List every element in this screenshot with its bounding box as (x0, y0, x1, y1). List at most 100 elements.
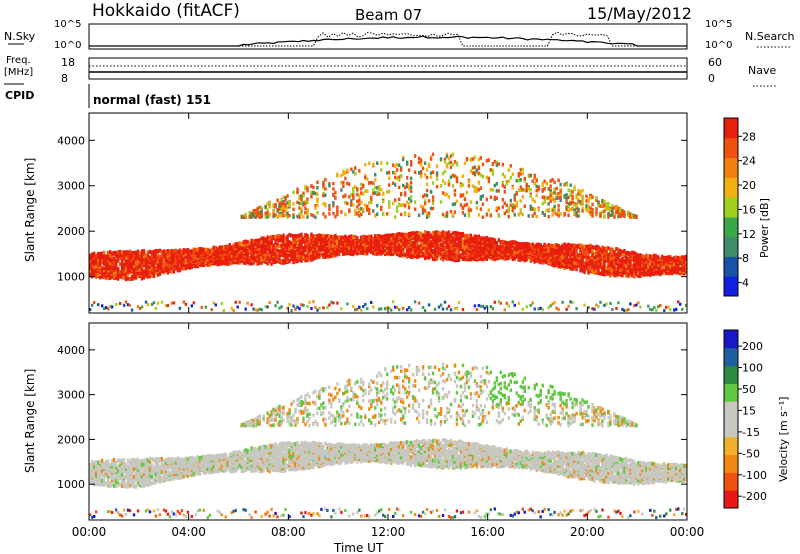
echo-cell (423, 232, 427, 237)
echo-cell (509, 203, 512, 208)
echo-cell (483, 236, 487, 241)
echo-cell (453, 188, 457, 193)
echo-cell (403, 238, 407, 243)
echo-cell (641, 254, 644, 259)
echo-cell (288, 258, 291, 263)
echo-cell (366, 307, 369, 311)
echo-cell (433, 230, 437, 235)
echo-cell (455, 242, 459, 247)
echo-cell (391, 251, 395, 256)
echo-cell (415, 230, 419, 235)
echo-cell (186, 247, 190, 252)
echo-cell (451, 249, 455, 254)
echo-cell (122, 275, 126, 280)
echo-cell (318, 235, 321, 240)
echo-cell (587, 262, 590, 267)
echo-cell (258, 205, 261, 210)
echo-cell (617, 254, 620, 259)
echo-cell (160, 249, 164, 254)
echo-cell (667, 270, 670, 275)
echo-cell (266, 241, 269, 246)
echo-cell (316, 308, 319, 312)
echo-cell (577, 253, 580, 258)
echo-cell (395, 242, 399, 247)
echo-cell (645, 271, 648, 276)
echo-cell (114, 261, 118, 266)
echo-cell (465, 242, 469, 247)
echo-cell (467, 180, 471, 184)
colorbar-swatch (724, 157, 738, 178)
echo-cell (368, 237, 371, 242)
echo-cell (437, 305, 441, 309)
echo-cell (627, 265, 630, 270)
echo-cell (665, 262, 668, 267)
echo-cell (358, 202, 361, 207)
echo-cell (607, 246, 610, 251)
echo-cell (397, 185, 401, 190)
echo-cell (89, 273, 92, 278)
echo-cell (591, 248, 594, 253)
echo-cell (419, 240, 423, 245)
echo-cell (421, 246, 425, 251)
echo-cell (661, 254, 664, 259)
echo-cell (403, 252, 407, 257)
echo-cell (479, 156, 483, 160)
echo-cell (128, 264, 132, 269)
echo-cell (401, 248, 405, 253)
echo-cell (447, 182, 451, 187)
echo-cell (128, 254, 132, 259)
echo-cell (146, 260, 150, 265)
echo-cell (172, 248, 176, 253)
echo-cell (206, 253, 209, 258)
echo-cell (208, 263, 211, 268)
echo-cell (372, 181, 375, 186)
echo-cell (170, 249, 174, 254)
echo-cell (316, 237, 319, 242)
echo-cell (156, 253, 160, 258)
echo-cell (276, 256, 279, 261)
echo-cell (467, 234, 471, 239)
echo-cell (515, 204, 518, 208)
echo-cell (382, 211, 385, 216)
echo-cell (565, 207, 568, 212)
echo-cell (158, 248, 162, 253)
echo-cell (290, 251, 293, 256)
echo-cell (629, 251, 632, 256)
echo-cell (405, 308, 409, 312)
echo-cell (445, 192, 449, 197)
echo-cell (304, 243, 307, 248)
echo-cell (423, 208, 427, 213)
echo-cell (437, 238, 441, 243)
echo-cell (567, 213, 570, 218)
echo-cell (519, 188, 522, 193)
echo-cell (607, 201, 610, 206)
echo-cell (330, 242, 333, 247)
echo-cell (395, 168, 399, 172)
echo-cell (421, 207, 425, 212)
echo-cell (144, 263, 148, 268)
echo-cell (581, 261, 584, 266)
echo-cell (611, 204, 614, 208)
echo-cell (190, 265, 194, 270)
echo-cell (479, 196, 483, 201)
echo-cell (413, 200, 417, 204)
echo-cell (393, 245, 397, 250)
echo-cell (615, 261, 618, 266)
echo-cell (537, 187, 540, 192)
echo-cell (268, 259, 271, 264)
echo-cell (485, 243, 489, 248)
echo-cell (461, 232, 465, 237)
echo-cell (449, 233, 453, 238)
echo-cell (439, 242, 443, 247)
echo-cell (198, 257, 202, 262)
echo-cell (527, 214, 530, 218)
echo-cell (617, 206, 620, 211)
echo-cell (272, 245, 275, 250)
echo-cell (457, 241, 461, 246)
echo-cell (565, 245, 568, 250)
echo-cell (491, 244, 495, 249)
echo-cell (90, 481, 94, 486)
echo-cell (368, 181, 371, 185)
echo-cell (262, 251, 265, 256)
echo-cell (146, 255, 150, 260)
